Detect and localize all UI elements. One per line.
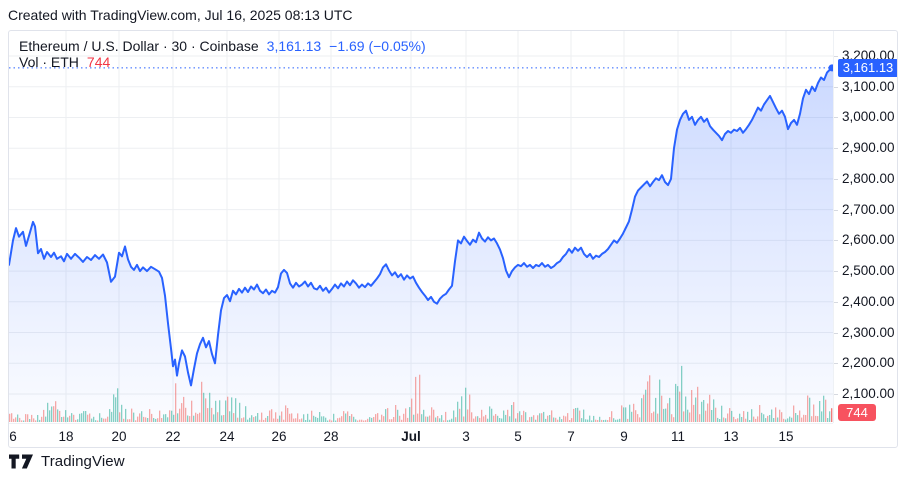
volume-value: 744: [86, 54, 111, 70]
price-axis-tick: [834, 394, 838, 395]
time-axis-label: 13: [723, 429, 739, 444]
time-axis-label: 26: [271, 429, 287, 444]
time-axis-label: 5: [514, 429, 522, 444]
time-axis-label: 6: [9, 429, 17, 444]
price-axis-tick: [834, 56, 838, 57]
price-axis-label: 2,900.00: [842, 140, 895, 155]
time-axis-label: 11: [670, 429, 686, 444]
time-axis[interactable]: 6 18 20 22 24 26 28 Jul 3 5 7 9 11 13 15: [9, 423, 833, 447]
time-axis-label: 28: [323, 429, 339, 444]
price-axis-label: 2,700.00: [842, 202, 895, 217]
price-axis-tick: [834, 210, 838, 211]
price-axis-tick: [834, 333, 838, 334]
price-axis-label: 2,200.00: [842, 355, 895, 370]
time-axis-label: Jul: [401, 429, 421, 444]
price-chart-plot[interactable]: [9, 31, 833, 423]
price-line: [9, 66, 833, 387]
time-axis-label: 3: [462, 429, 470, 444]
volume-bars: [9, 365, 833, 422]
attribution-text: Created with TradingView.com, Jul 16, 20…: [8, 7, 353, 23]
price-axis-tick: [834, 363, 838, 364]
volume-label[interactable]: Vol · ETH: [19, 54, 79, 70]
area-fill: [9, 67, 833, 423]
time-axis-label: 9: [620, 429, 628, 444]
price-axis-tick: [834, 302, 838, 303]
price-axis[interactable]: 3,161.13 744 3,200.00 3,100.00 3,000.00 2,9…: [833, 31, 897, 423]
time-axis-label: 24: [219, 429, 235, 444]
time-axis-label: 22: [165, 429, 181, 444]
price-axis-tick: [834, 271, 838, 272]
price-axis-label: 2,400.00: [842, 294, 895, 309]
price-axis-label: 3,000.00: [842, 109, 895, 124]
legend-symbol-row: Ethereum / U.S. Dollar · 30 · Coinbase 3…: [19, 38, 426, 54]
last-point-marker: [828, 64, 833, 72]
time-axis-label: 7: [567, 429, 575, 444]
price-axis-tick: [834, 148, 838, 149]
price-axis-label: 2,600.00: [842, 232, 895, 247]
price-axis-label: 2,100.00: [842, 386, 895, 401]
price-axis-tick: [834, 117, 838, 118]
last-volume-badge: 744: [838, 404, 876, 421]
tradingview-logo[interactable]: [8, 453, 34, 470]
price-axis-label: 2,800.00: [842, 171, 895, 186]
last-price-value: 3,161.13: [266, 38, 322, 54]
price-axis-label: 2,300.00: [842, 325, 895, 340]
legend-volume-row: Vol · ETH 744: [19, 54, 426, 70]
time-axis-label: 15: [778, 429, 794, 444]
price-axis-label: 2,500.00: [842, 263, 895, 278]
chart-widget: Ethereum / U.S. Dollar · 30 · Coinbase 3…: [8, 30, 898, 448]
last-price-badge: 3,161.13: [838, 59, 897, 77]
time-axis-label: 18: [58, 429, 74, 444]
price-axis-tick: [834, 87, 838, 88]
chart-legend: Ethereum / U.S. Dollar · 30 · Coinbase 3…: [19, 38, 426, 70]
footer: TradingView: [8, 453, 125, 470]
symbol-title[interactable]: Ethereum / U.S. Dollar · 30 · Coinbase: [19, 38, 259, 54]
time-axis-label: 20: [111, 429, 127, 444]
price-axis-tick: [834, 240, 838, 241]
brand-name: TradingView: [41, 453, 125, 470]
price-axis-tick: [834, 179, 838, 180]
price-axis-label: 3,100.00: [842, 79, 895, 94]
price-change-value: −1.69 (−0.05%): [329, 38, 426, 54]
